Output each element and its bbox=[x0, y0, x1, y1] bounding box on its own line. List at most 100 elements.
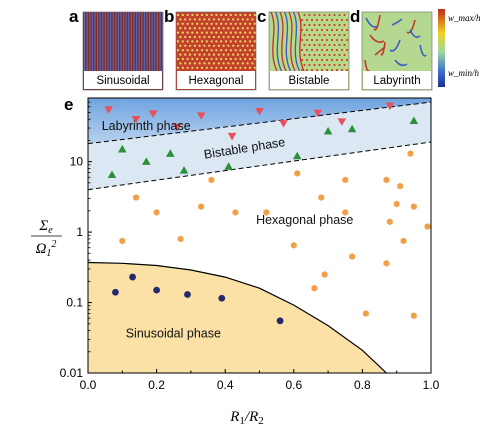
marker-labyrinth-8 bbox=[313, 109, 323, 118]
panel-letter-c: c bbox=[257, 7, 266, 26]
marker-bistable-2 bbox=[142, 157, 151, 165]
marker-sinusoidal-1 bbox=[129, 273, 136, 281]
marker-hexagonal-9 bbox=[290, 241, 297, 249]
panel-letter-a: a bbox=[69, 7, 79, 26]
marker-hexagonal-22 bbox=[400, 237, 407, 245]
thumbnail-label-bg bbox=[270, 71, 348, 89]
thumbnail-sinusoidal: Sinusoidal bbox=[82, 11, 164, 91]
x-tick-label: 0.6 bbox=[285, 378, 302, 392]
region-label-labyrinth: Labyrinth phase bbox=[102, 119, 191, 133]
labyrinth-texture bbox=[364, 14, 427, 72]
marker-labyrinth-4 bbox=[196, 112, 206, 120]
marker-hexagonal-13 bbox=[342, 176, 349, 184]
marker-labyrinth-3 bbox=[172, 123, 182, 132]
x-tick-label: 1.0 bbox=[423, 378, 440, 392]
marker-sinusoidal-4 bbox=[218, 294, 226, 302]
marker-bistable-7 bbox=[323, 126, 333, 135]
marker-hexagonal-8 bbox=[294, 170, 301, 177]
phase-regions bbox=[88, 98, 431, 373]
y-tick-label: 0.1 bbox=[66, 296, 83, 310]
region-sinusoidal bbox=[88, 262, 387, 373]
marker-hexagonal-19 bbox=[386, 218, 393, 226]
region-bistable bbox=[88, 102, 431, 190]
thumbnail-label-hexagonal: Hexagonal bbox=[189, 75, 244, 87]
region-label-sinusoidal: Sinusoidal phase bbox=[126, 326, 221, 340]
marker-sinusoidal-0 bbox=[112, 288, 119, 296]
marker-labyrinth-6 bbox=[255, 107, 264, 116]
y-tick-label: 10 bbox=[70, 155, 84, 169]
thumbnail-hexagonal: Hexagonal bbox=[175, 11, 257, 91]
marker-labyrinth-10 bbox=[385, 102, 395, 111]
thumbnail-label-bg bbox=[84, 71, 162, 89]
marker-hexagonal-2 bbox=[153, 209, 160, 216]
y-axis-label: Σe Ω12 bbox=[31, 218, 62, 259]
marker-hexagonal-24 bbox=[410, 203, 417, 210]
marker-bistable-8 bbox=[347, 124, 357, 133]
marker-bistable-9 bbox=[409, 116, 419, 125]
x-axis-label: R1/R2 bbox=[229, 409, 264, 427]
marker-bistable-4 bbox=[179, 166, 189, 174]
marker-hexagonal-11 bbox=[318, 194, 325, 201]
marker-labyrinth-7 bbox=[279, 120, 288, 128]
panel-letter-d: d bbox=[350, 7, 360, 26]
thumbnail-label-bistable: Bistable bbox=[289, 75, 330, 87]
panel-letter-b: b bbox=[164, 7, 174, 26]
boundary-sinusoidal bbox=[88, 261, 387, 373]
marker-hexagonal-15 bbox=[349, 253, 356, 260]
marker-hexagonal-1 bbox=[133, 194, 139, 201]
thumbnail-labyrinth: Labyrinth bbox=[361, 11, 433, 91]
marker-labyrinth-0 bbox=[104, 106, 113, 114]
marker-hexagonal-12 bbox=[321, 271, 328, 278]
marker-hexagonal-0 bbox=[119, 237, 126, 245]
marker-hexagonal-6 bbox=[232, 209, 239, 216]
marker-labyrinth-5 bbox=[227, 132, 237, 141]
panel-letter-e: e bbox=[64, 95, 73, 114]
thumbnail-bistable: Bistable bbox=[268, 11, 350, 91]
marker-hexagonal-10 bbox=[311, 284, 318, 292]
marker-hexagonal-4 bbox=[198, 203, 205, 210]
x-tick-label: 0.2 bbox=[148, 378, 165, 392]
stripe-pattern bbox=[84, 12, 164, 71]
data-markers bbox=[104, 102, 431, 325]
thumbnail-label-bg bbox=[363, 71, 431, 89]
x-tick-label: 0.4 bbox=[217, 378, 234, 392]
svg-text:Ω12: Ω12 bbox=[36, 239, 57, 259]
bistable-texture bbox=[270, 11, 349, 72]
y-tick-label: 0.01 bbox=[60, 366, 84, 380]
marker-labyrinth-1 bbox=[131, 115, 141, 124]
marker-hexagonal-14 bbox=[342, 209, 349, 216]
svg-text:Σe: Σe bbox=[38, 218, 53, 236]
marker-hexagonal-17 bbox=[383, 259, 390, 267]
marker-hexagonal-3 bbox=[177, 235, 184, 243]
marker-hexagonal-25 bbox=[410, 312, 417, 320]
marker-sinusoidal-3 bbox=[184, 291, 191, 298]
marker-hexagonal-23 bbox=[407, 150, 414, 157]
region-labyrinth bbox=[88, 98, 431, 144]
marker-bistable-6 bbox=[292, 151, 302, 160]
pattern-thumbnails: a Sinusoidal b Hexagonal c Bistable d bbox=[69, 7, 481, 91]
marker-bistable-1 bbox=[118, 144, 127, 153]
boundary-bistable-hexagonal bbox=[88, 141, 431, 191]
thumbnail-label-bg bbox=[177, 71, 255, 89]
marker-hexagonal-5 bbox=[208, 176, 215, 184]
marker-labyrinth-2 bbox=[148, 110, 158, 118]
marker-hexagonal-16 bbox=[362, 310, 369, 317]
hex-dot-pattern bbox=[176, 13, 256, 69]
colorbar-bottom-label: w_min/h bbox=[448, 68, 480, 78]
axes: 0.0 0.2 0.4 0.6 0.8 1.0 0.01 0.1 1 10 bbox=[60, 97, 440, 392]
marker-hexagonal-21 bbox=[397, 182, 404, 190]
marker-hexagonal-26 bbox=[424, 223, 431, 230]
marker-hexagonal-7 bbox=[263, 209, 270, 216]
x-tick-label: 0.8 bbox=[354, 378, 371, 392]
y-tick-label: 1 bbox=[76, 225, 83, 239]
thumbnail-label-labyrinth: Labyrinth bbox=[373, 75, 420, 87]
marker-sinusoidal-5 bbox=[276, 317, 284, 325]
colorbar bbox=[438, 9, 445, 87]
marker-bistable-0 bbox=[107, 170, 117, 179]
marker-bistable-5 bbox=[224, 162, 233, 170]
marker-bistable-3 bbox=[166, 149, 175, 157]
marker-labyrinth-9 bbox=[337, 118, 347, 126]
marker-hexagonal-18 bbox=[383, 176, 390, 184]
colorbar-top-label: w_max/h bbox=[448, 13, 481, 23]
